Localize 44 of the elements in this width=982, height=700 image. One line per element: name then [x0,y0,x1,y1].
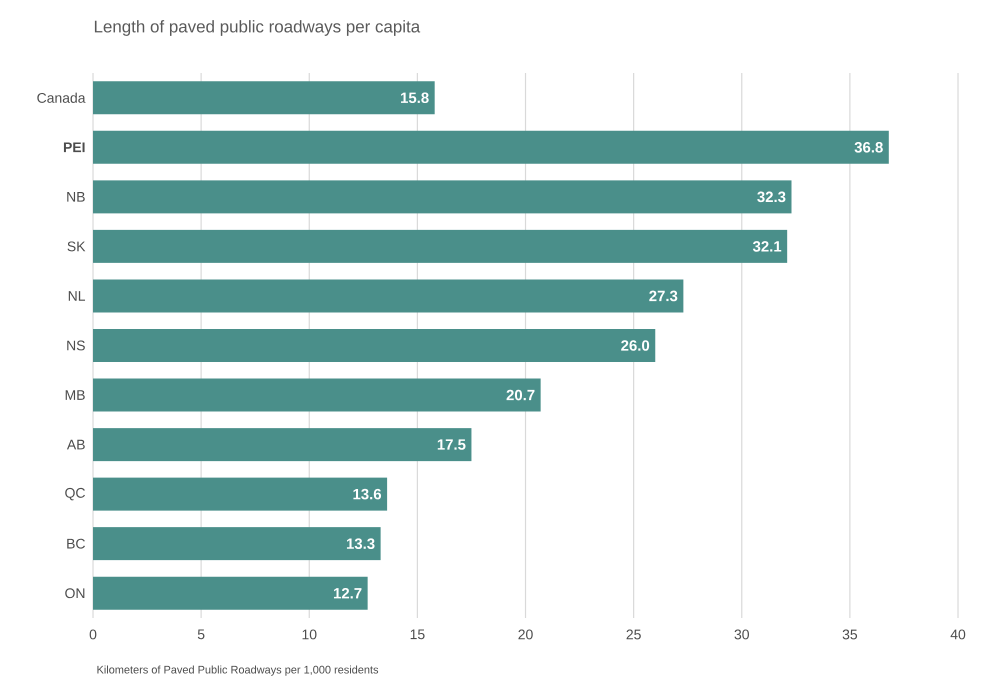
y-tick-label: ON [65,588,84,598]
y-tick-label: AB [66,440,85,450]
bar [93,378,541,412]
x-tick-label: 30 [734,630,749,640]
x-tick-label: 35 [842,630,858,640]
x-tick-label: 10 [302,630,316,640]
y-tick-label: NB [67,192,85,202]
data-label: 12.7 [334,588,362,598]
x-tick-label: 15 [410,630,425,640]
data-label: 32.3 [757,192,786,202]
bar [93,230,788,263]
x-tick-label: 25 [626,630,641,640]
bar [93,527,381,560]
x-tick-label: 0 [90,630,96,640]
y-tick-label: BC [67,538,85,549]
chart-title: Length of paved public roadways per capita [94,20,420,36]
y-tick-label: NL [68,291,86,301]
bar [93,328,656,362]
y-tick-label: QC [65,488,85,500]
bar [93,279,684,312]
x-tick-label: 40 [950,630,966,640]
data-label: 32.1 [752,241,782,252]
data-label: 13.6 [353,488,382,500]
bar [93,180,792,214]
data-label: 27.3 [649,290,678,302]
data-label: 36.8 [854,142,883,153]
data-label: 26.0 [621,340,650,351]
y-tick-label: Canada [37,92,86,103]
y-tick-label: SK [68,241,86,252]
x-tick-label: 5 [198,630,204,640]
data-label: 15.8 [401,92,429,104]
data-label: 20.7 [506,390,534,400]
bar [93,130,889,164]
x-axis-title: Kilometers of Paved Public Roadways per 1,000 residents [97,666,378,676]
bar [93,576,368,610]
y-tick-label: NS [67,340,85,350]
bar [93,81,435,114]
x-tick-label: 20 [518,630,533,640]
y-tick-label: PEI [64,142,85,152]
data-label: 13.3 [346,538,375,549]
bar [93,428,472,462]
data-label: 17.5 [438,439,466,450]
y-tick-label: MB [66,390,85,400]
bar [93,478,388,511]
